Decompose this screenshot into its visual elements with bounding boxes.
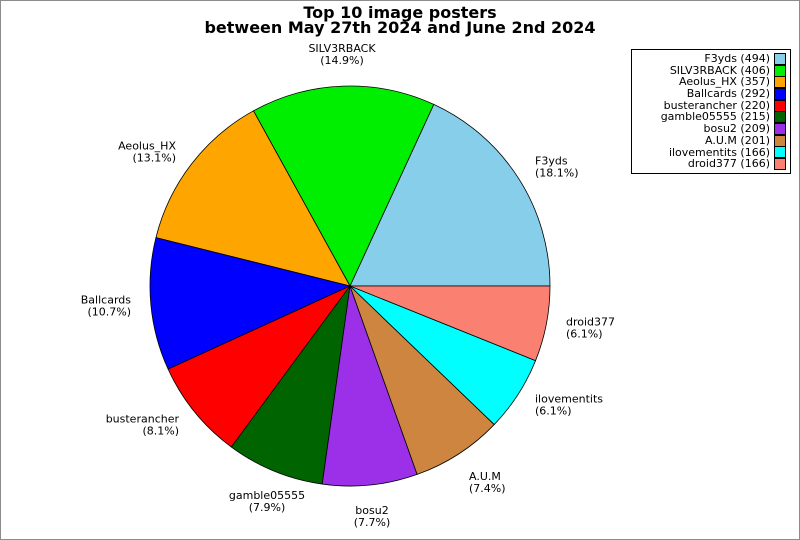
slice-label-percent: (7.9%) <box>248 500 286 514</box>
pie-slice-busterancher <box>167 285 351 448</box>
pie-slice-Ballcards <box>149 237 351 370</box>
legend-entry-SILV3RBACK: SILV3RBACK (406) <box>635 63 786 77</box>
legend-label: busterancher (220) <box>663 98 770 112</box>
slice-label-percent: (7.4%) <box>469 481 506 495</box>
legend-label: A.U.M (201) <box>705 133 770 147</box>
legend-swatch <box>774 122 786 135</box>
legend-entry-droid377: droid377 (166) <box>635 157 786 171</box>
legend-label: droid377 (166) <box>687 157 770 171</box>
legend: F3yds (494) SILV3RBACK (406) Aeolus_HX (35… <box>631 49 791 174</box>
legend-swatch <box>774 87 786 100</box>
legend-swatch <box>774 134 786 147</box>
slice-label-name: Aeolus_HX <box>118 139 176 153</box>
legend-swatch <box>774 52 786 65</box>
slice-label-name: SILV3RBACK <box>308 42 376 55</box>
slice-label-bosu2: bosu2 (7.7%) <box>354 505 391 528</box>
slice-label-busterancher: busterancher (8.1%) <box>105 412 179 437</box>
slice-label-gamble05555: gamble05555 (7.9%) <box>229 490 305 513</box>
slice-label-percent: (14.9%) <box>320 53 364 67</box>
legend-entry-gamble05555: gamble05555 (215) <box>635 110 786 124</box>
legend-entry-busterancher: busterancher (220) <box>635 100 786 112</box>
chart-title-line1: Top 10 image posters <box>303 3 497 22</box>
legend-swatch <box>774 146 786 159</box>
legend-swatch <box>774 111 786 124</box>
pie-slice-gamble05555 <box>230 285 351 485</box>
slice-label-percent: (8.1%) <box>142 424 179 437</box>
pie-slice-bosu2 <box>321 285 418 487</box>
pie-slice-SILV3RBACK <box>253 85 435 287</box>
pie-slice-droid377 <box>349 285 551 362</box>
legend-label: Ballcards (292) <box>686 87 770 101</box>
legend-swatch <box>774 76 786 89</box>
slice-label-SILV3RBACK: SILV3RBACK (14.9%) <box>308 43 375 66</box>
slice-label-percent: (6.1%) <box>535 404 572 417</box>
legend-entry-ilovementits: ilovementits (166) <box>635 145 786 159</box>
slice-label-name: ilovementits <box>535 392 603 406</box>
slice-label-name: droid377 <box>566 315 616 329</box>
pie-slice-F3yds <box>349 103 551 287</box>
legend-entry-bosu2: bosu2 (209) <box>635 123 786 135</box>
legend-label: ilovementits (166) <box>668 145 770 159</box>
legend-swatch <box>774 99 786 112</box>
slice-label-A.U.M: A.U.M (7.4%) <box>469 471 506 494</box>
slice-label-name: gamble05555 <box>228 489 306 502</box>
chart-title: Top 10 image posters between May 27th 20… <box>1 3 799 37</box>
legend-label: bosu2 (209) <box>703 122 771 136</box>
slice-label-droid377: droid377 (6.1%) <box>566 315 616 340</box>
legend-label: SILV3RBACK (406) <box>669 63 770 77</box>
pie-slice-Aeolus_HX <box>155 110 351 287</box>
slice-label-percent: (18.1%) <box>535 166 579 179</box>
slice-label-percent: (6.1%) <box>566 327 603 340</box>
slice-label-percent: (13.1%) <box>132 151 176 164</box>
legend-entry-Aeolus_HX: Aeolus_HX (357) <box>635 75 786 89</box>
legend-swatch <box>774 158 786 171</box>
legend-label: gamble05555 (215) <box>660 110 770 124</box>
slice-label-name: busterancher <box>105 412 179 426</box>
legend-entry-A.U.M: A.U.M (201) <box>635 135 786 147</box>
slice-label-name: F3yds <box>535 154 568 168</box>
legend-label: Aeolus_HX (357) <box>679 75 770 89</box>
legend-label: F3yds (494) <box>704 52 770 65</box>
slice-label-percent: (7.7%) <box>353 515 391 529</box>
slice-label-ilovementits: ilovementits (6.1%) <box>535 392 603 417</box>
slice-label-Ballcards: Ballcards (10.7%) <box>80 293 131 318</box>
chart-title-line2: between May 27th 2024 and June 2nd 2024 <box>204 18 596 37</box>
slice-label-F3yds: F3yds (18.1%) <box>535 154 579 179</box>
legend-swatch <box>774 64 786 77</box>
legend-entry-Ballcards: Ballcards (292) <box>635 88 786 100</box>
slice-label-name: A.U.M <box>469 470 501 483</box>
slice-label-name: Ballcards <box>80 293 131 307</box>
slice-label-percent: (10.7%) <box>87 305 131 318</box>
slice-label-name: bosu2 <box>355 504 389 517</box>
slice-label-Aeolus_HX: Aeolus_HX (13.1%) <box>118 139 176 164</box>
legend-entry-F3yds: F3yds (494) <box>635 53 786 65</box>
